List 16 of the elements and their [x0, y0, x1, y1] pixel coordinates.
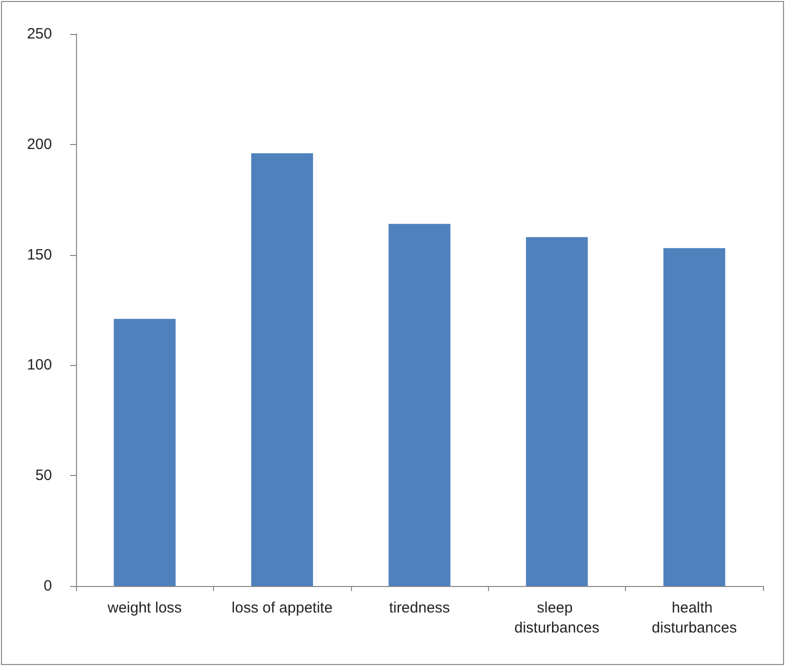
x-tick-label: health disturbances — [652, 600, 737, 636]
bar — [251, 153, 314, 586]
x-tick-label: weight loss — [106, 600, 182, 616]
x-tick-label: sleep disturbances — [514, 600, 600, 636]
y-tick-label: 0 — [44, 578, 52, 594]
bar — [114, 318, 176, 586]
x-tick-label: tiredness — [389, 600, 450, 616]
x-tick-label: loss of appetite — [232, 600, 333, 616]
y-tick-label: 100 — [26, 356, 52, 374]
bar — [526, 237, 588, 586]
bar — [388, 224, 450, 586]
y-tick-label: 200 — [26, 136, 52, 153]
bar — [663, 248, 726, 586]
y-tick-label: 150 — [26, 246, 52, 264]
y-tick-label: 250 — [26, 26, 52, 42]
y-tick-label: 50 — [35, 467, 52, 484]
